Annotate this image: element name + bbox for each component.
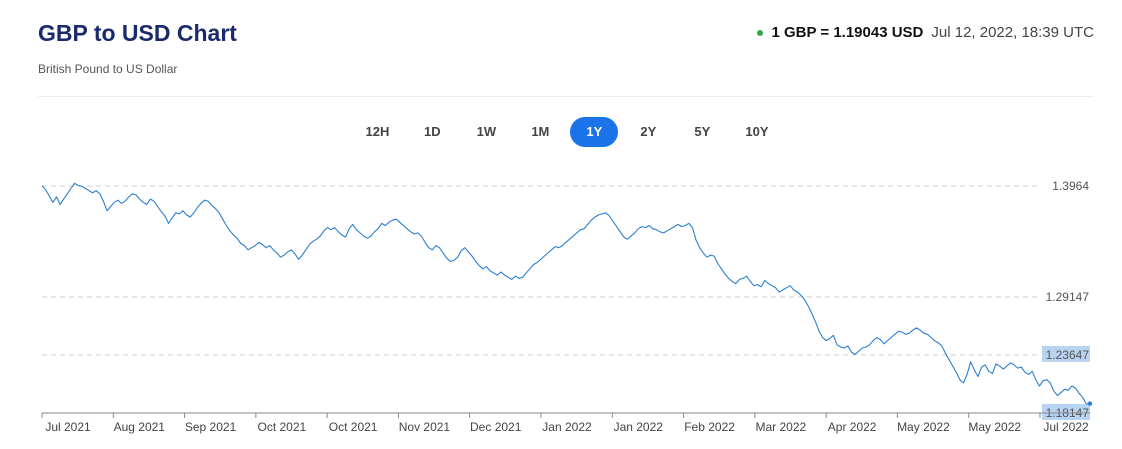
period-tab-1d[interactable]: 1D	[424, 124, 441, 139]
period-selector: 12H 1D 1W 1M 1Y 2Y 5Y 10Y	[0, 117, 1122, 147]
rate-timestamp: Jul 12, 2022, 18:39 UTC	[931, 24, 1094, 41]
page-title: GBP to USD Chart	[38, 20, 237, 46]
x-tick-label: May 2022	[897, 420, 950, 434]
series-line	[41, 182, 1091, 405]
y-tick-label-highlight	[1042, 345, 1090, 362]
period-tab-1w[interactable]: 1W	[476, 124, 497, 139]
x-tick-label: Nov 2021	[399, 420, 451, 434]
x-tick-label: Feb 2022	[684, 420, 735, 434]
x-tick-label: Jul 2022	[1043, 420, 1089, 434]
rate-value: 1 GBP = 1.19043 USD	[771, 24, 924, 41]
x-tick-label: Jan 2022	[542, 420, 592, 434]
last-point-marker	[1087, 401, 1093, 406]
period-tab-10y[interactable]: 10Y	[745, 124, 769, 139]
y-tick-label: 1.3964	[1052, 179, 1089, 193]
period-tab-1m[interactable]: 1M	[531, 124, 550, 139]
header-divider	[38, 96, 1094, 97]
live-status-dot-icon	[757, 29, 764, 36]
x-tick-label: May 2022	[968, 420, 1021, 434]
x-tick-label: Oct 2021	[329, 420, 378, 434]
x-tick-label: Dec 2021	[470, 420, 522, 434]
y-tick-label-highlight	[1042, 404, 1090, 420]
period-tab-12h[interactable]: 12H	[365, 124, 390, 139]
period-tab-2y[interactable]: 2Y	[640, 124, 657, 139]
x-tick-label: Apr 2022	[828, 420, 877, 434]
y-tick-label: 1.23647	[1046, 348, 1090, 362]
current-rate: 1 GBP = 1.19043 USD Jul 12, 2022, 18:39 …	[757, 24, 1094, 41]
x-tick-label: Sep 2021	[185, 420, 237, 434]
y-tick-label: 1.29147	[1046, 290, 1090, 304]
period-tab-1y[interactable]: 1Y	[570, 117, 619, 147]
x-tick-label: Jan 2022	[614, 420, 664, 434]
period-tab-5y[interactable]: 5Y	[694, 124, 711, 139]
x-tick-label: Mar 2022	[756, 420, 807, 434]
x-tick-label: Aug 2021	[114, 420, 166, 434]
page-subtitle: British Pound to US Dollar	[38, 62, 178, 76]
x-tick-label: Oct 2021	[258, 420, 307, 434]
x-tick-label: Jul 2021	[45, 420, 91, 434]
